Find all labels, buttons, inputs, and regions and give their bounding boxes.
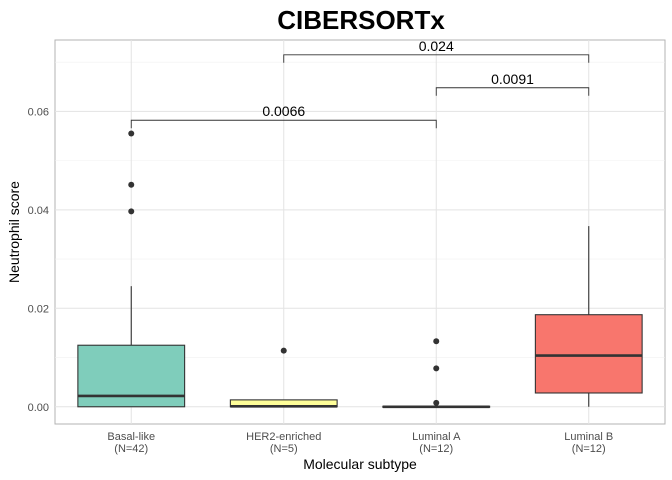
x-tick-label: Luminal A bbox=[412, 431, 461, 443]
y-tick-label: 0.02 bbox=[28, 303, 49, 315]
p-value-label: 0.0091 bbox=[491, 71, 534, 87]
outlier-point bbox=[433, 365, 440, 372]
x-tick-label: Basal-like bbox=[107, 431, 155, 443]
significance-bracket: 0.0066 bbox=[130, 103, 437, 129]
y-tick-label: 0.04 bbox=[28, 205, 49, 217]
boxes bbox=[77, 130, 643, 409]
x-tick-count-label: (N=12) bbox=[572, 443, 606, 455]
y-tick-labels: 0.00 0.02 0.04 0.06 bbox=[28, 106, 49, 413]
p-value-label: 0.024 bbox=[419, 38, 454, 54]
box-iqr bbox=[77, 344, 186, 408]
bracket-line bbox=[435, 87, 590, 96]
x-tick-count-label: (N=12) bbox=[419, 443, 453, 455]
y-tick-label: 0.00 bbox=[28, 402, 49, 414]
outlier-point bbox=[128, 130, 135, 137]
box-luminal-a bbox=[382, 338, 491, 409]
significance-brackets: 0.0066 0.0091 0.024 bbox=[130, 38, 590, 129]
x-tick-label: Luminal B bbox=[564, 431, 613, 443]
bracket-line bbox=[283, 54, 590, 63]
significance-bracket: 0.024 bbox=[283, 38, 590, 63]
outlier-point bbox=[433, 399, 440, 406]
x-axis-title: Molecular subtype bbox=[303, 456, 417, 472]
y-tick-label: 0.06 bbox=[28, 106, 49, 118]
outlier-point bbox=[128, 208, 135, 215]
x-tick-labels: Basal-like(N=42) HER2-enriched(N=5) Lumina… bbox=[107, 431, 613, 455]
box-basal-like bbox=[77, 130, 186, 408]
x-tick-label: HER2-enriched bbox=[246, 431, 321, 443]
y-axis-title: Neutrophil score bbox=[6, 181, 22, 283]
outlier-point bbox=[280, 347, 287, 354]
significance-bracket: 0.0091 bbox=[435, 71, 590, 96]
box-iqr bbox=[534, 314, 643, 394]
outlier-point bbox=[128, 181, 135, 188]
box-her2-enriched bbox=[229, 347, 338, 408]
box-luminal-b bbox=[534, 226, 643, 407]
p-value-label: 0.0066 bbox=[262, 103, 305, 119]
x-tick-count-label: (N=5) bbox=[270, 443, 298, 455]
x-tick-count-label: (N=42) bbox=[114, 443, 148, 455]
chart-title: CIBERSORTx bbox=[277, 5, 445, 35]
outlier-point bbox=[433, 338, 440, 345]
bracket-line bbox=[130, 119, 437, 129]
